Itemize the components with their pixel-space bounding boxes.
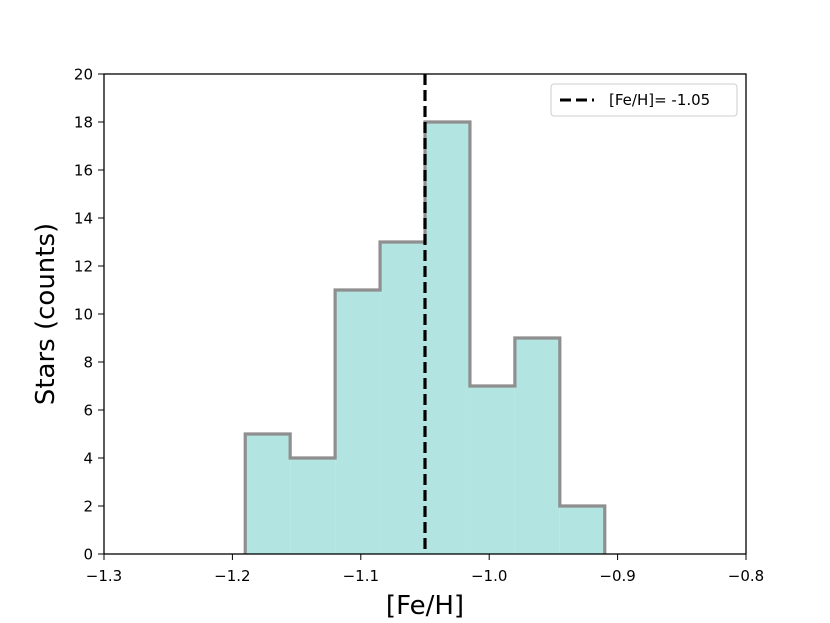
- y-tick-label: 16: [74, 162, 93, 180]
- x-ticks: −1.3 −1.2 −1.1 −1.0 −0.9 −0.8: [86, 554, 764, 585]
- histogram-bar: [425, 122, 470, 554]
- y-tick-label: 18: [74, 114, 93, 132]
- y-tick-label: 14: [74, 210, 93, 228]
- histogram-bar: [514, 338, 560, 554]
- legend: [Fe/H]= -1.05: [550, 83, 738, 117]
- y-axis-label: Stars (counts): [31, 223, 61, 405]
- histogram-bar: [245, 434, 291, 554]
- x-tick-label: −1.3: [86, 567, 122, 585]
- y-tick-label: 2: [83, 498, 93, 516]
- x-axis-label: [Fe/H]: [386, 591, 464, 621]
- x-tick-label: −1.0: [471, 567, 507, 585]
- y-tick-label: 4: [83, 450, 93, 468]
- y-tick-label: 6: [83, 402, 93, 420]
- y-ticks: 0 2 4 6 8 10 12 14 16 18 20: [74, 66, 104, 564]
- y-tick-label: 12: [74, 258, 93, 276]
- histogram-bar: [559, 506, 605, 554]
- histogram-bar: [335, 290, 381, 554]
- x-tick-label: −0.8: [728, 567, 764, 585]
- x-tick-label: −1.1: [343, 567, 379, 585]
- bars-layer: [243, 120, 607, 554]
- x-tick-label: −1.2: [214, 567, 250, 585]
- histogram-outline: [243, 120, 607, 554]
- histogram-bar: [290, 458, 336, 554]
- histogram-bar: [469, 386, 515, 554]
- y-tick-label: 8: [83, 354, 93, 372]
- legend-label: [Fe/H]= -1.05: [609, 91, 710, 109]
- y-tick-label: 0: [83, 546, 93, 564]
- histogram-bar: [380, 242, 425, 554]
- legend-box: [550, 83, 738, 117]
- y-tick-label: 10: [74, 306, 93, 324]
- x-tick-label: −0.9: [599, 567, 635, 585]
- y-tick-label: 20: [74, 66, 93, 84]
